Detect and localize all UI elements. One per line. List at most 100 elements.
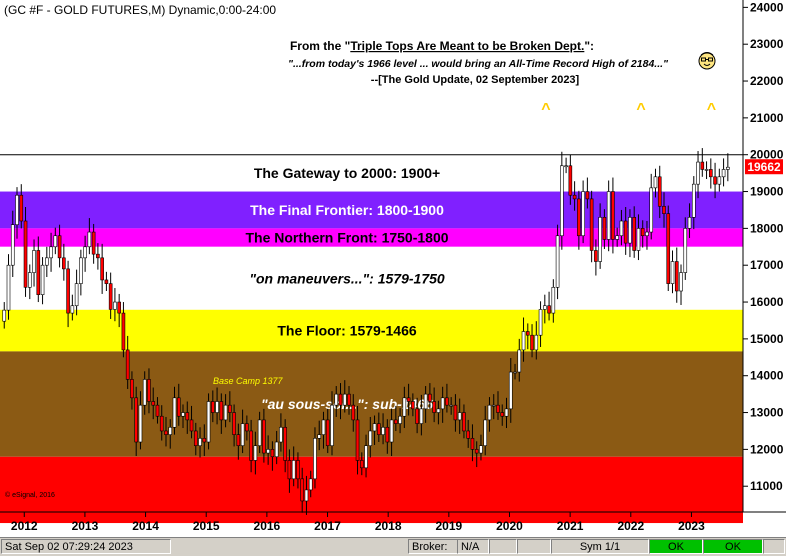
- candle-body: [560, 165, 564, 237]
- candle-body: [564, 165, 568, 168]
- candle-body: [619, 220, 624, 237]
- x-tick-label: 2021: [557, 519, 584, 533]
- chart-title: (GC #F - GOLD FUTURES,M) Dynamic,0:00-24…: [4, 3, 276, 17]
- zone-band-3: [0, 246, 743, 310]
- candle-body: [23, 220, 28, 288]
- status-ok-1[interactable]: OK: [649, 539, 703, 554]
- candle-body: [100, 257, 104, 281]
- x-tick-label: 2016: [254, 519, 281, 533]
- candle-body: [470, 438, 475, 450]
- status-ok-2[interactable]: OK: [703, 539, 763, 554]
- candle-body: [257, 419, 262, 446]
- candle-body: [581, 191, 585, 237]
- candle-body: [662, 205, 666, 214]
- y-tick-label: 20000: [750, 148, 784, 162]
- candle-body: [279, 426, 283, 443]
- candle-body: [159, 415, 164, 432]
- candle-body: [10, 224, 15, 266]
- y-axis: 11000 12000 13000 14000 15000 16000 17000 18000…: [743, 0, 784, 493]
- candle-body: [453, 404, 458, 421]
- candle-body: [717, 176, 722, 185]
- candle-body: [198, 438, 202, 446]
- candle-body: [538, 309, 543, 336]
- candle-body: [206, 401, 211, 443]
- candle-body: [491, 404, 496, 407]
- candle-body: [555, 235, 560, 288]
- zone-labels-layer: The Gateway to 2000: 1900+ The Final Fron…: [245, 165, 448, 412]
- candle-body: [355, 419, 360, 461]
- smiley-icon: [698, 52, 716, 70]
- candle-body: [53, 235, 58, 248]
- candle-body: [368, 430, 373, 446]
- y-tick-label: 22000: [750, 74, 784, 88]
- candle-body: [313, 438, 317, 480]
- candle-body: [57, 235, 62, 259]
- candle-body: [70, 305, 75, 314]
- candle-body: [585, 191, 590, 200]
- candle-body: [325, 419, 330, 446]
- resize-grip-icon[interactable]: [763, 539, 785, 554]
- candle-body: [113, 301, 117, 310]
- y-tick-label: 14000: [750, 369, 784, 383]
- candle-body: [342, 393, 347, 406]
- candle-body: [726, 166, 730, 170]
- candle-body: [287, 460, 292, 480]
- candle-body: [679, 272, 683, 292]
- y-tick-label: 24000: [750, 0, 784, 14]
- chart-canvas[interactable]: The Gateway to 2000: 1900+ The Final Fron…: [0, 0, 786, 537]
- candle-body: [291, 460, 296, 480]
- candle-body: [32, 250, 36, 273]
- candle-body: [240, 423, 245, 446]
- candle-body: [15, 194, 19, 225]
- candle-body: [96, 253, 100, 259]
- candle-body: [691, 183, 696, 218]
- candle-body: [104, 279, 109, 284]
- candle-body: [49, 246, 53, 259]
- candle-body: [398, 415, 402, 424]
- candle-body: [513, 371, 517, 374]
- candle-body: [172, 397, 177, 428]
- candle-body: [83, 246, 87, 259]
- y-tick-label: 17000: [750, 258, 784, 272]
- candle-body: [91, 231, 96, 255]
- candle-body: [330, 404, 334, 446]
- candle-body: [440, 397, 445, 410]
- peak-marker-1: ^: [636, 101, 645, 118]
- x-tick-label: 2020: [496, 519, 523, 533]
- candle-body: [547, 305, 551, 314]
- candle-body: [121, 312, 126, 351]
- candle-body: [457, 412, 462, 421]
- candle-body: [274, 441, 279, 458]
- candle-body: [428, 393, 432, 402]
- candle-body: [308, 478, 313, 491]
- candle-body: [466, 430, 470, 439]
- candle-body: [211, 401, 215, 413]
- candle-body: [674, 261, 679, 292]
- candle-body: [645, 231, 649, 237]
- candle-body: [534, 334, 539, 351]
- candle-body: [62, 257, 66, 270]
- candle-body: [615, 235, 619, 240]
- y-tick-label: 21000: [750, 111, 784, 125]
- zone-band-0: [0, 154, 743, 192]
- candle-body: [74, 283, 79, 307]
- x-axis: 2012 2013 2014 2015 2016 2017 2018 2019 2020 2021…: [11, 512, 705, 533]
- candle-body: [594, 250, 598, 262]
- candle-body: [432, 401, 436, 413]
- candle-body: [394, 419, 398, 424]
- candle-body: [423, 393, 428, 410]
- candle-body: [87, 231, 92, 248]
- candle-body: [40, 264, 45, 295]
- annotation-quote: "...from today's 1966 level ... would br…: [288, 58, 669, 70]
- zone-label-5: "au sous-sol...": sub-1466: [261, 396, 433, 412]
- copyright-text: © eSignal, 2016: [5, 491, 55, 499]
- candle-body: [300, 478, 304, 502]
- candle-body: [623, 220, 628, 244]
- candle-body: [262, 419, 266, 454]
- candle-body: [700, 161, 705, 170]
- candle-body: [283, 426, 287, 461]
- candle-body: [483, 419, 488, 446]
- candle-body: [611, 191, 615, 240]
- candle-body: [130, 379, 134, 399]
- candle-body: [164, 430, 168, 435]
